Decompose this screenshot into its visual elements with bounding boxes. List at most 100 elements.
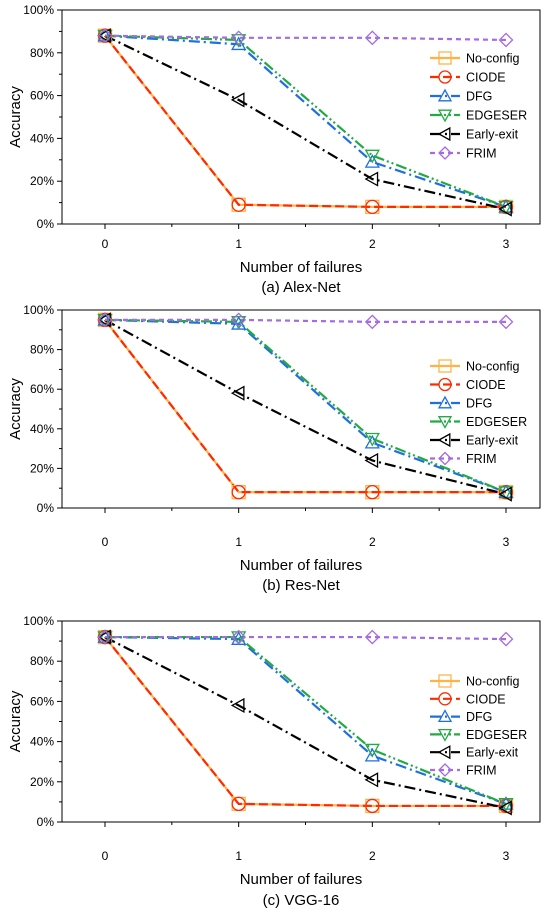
y-axis-title: Accuracy <box>7 86 24 148</box>
data-point-ciode <box>365 485 380 500</box>
y-tick-label: 100% <box>23 614 54 628</box>
series-line-frim <box>105 635 507 641</box>
data-point-frim <box>364 30 380 46</box>
data-point-frim <box>231 629 247 645</box>
x-tick-label: 3 <box>503 237 510 251</box>
y-tick-label: 80% <box>30 343 54 357</box>
y-axis-title: Accuracy <box>7 378 24 440</box>
data-point-early-exit <box>230 92 245 108</box>
legend-label: CIODE <box>466 692 506 706</box>
legend-marker <box>437 432 451 448</box>
x-tick-label: 2 <box>369 849 376 863</box>
data-point-dfg <box>364 154 380 168</box>
x-tick-label: 0 <box>102 237 109 251</box>
y-tick-label: 60% <box>30 382 54 396</box>
data-point-early-exit <box>97 312 111 328</box>
legend-marker <box>438 377 452 392</box>
legend-label: EDGESER <box>466 415 527 429</box>
legend-marker <box>438 763 452 777</box>
data-point-early-exit <box>97 629 111 645</box>
legend-marker <box>437 109 453 123</box>
x-tick-label: 0 <box>102 535 109 549</box>
data-point-early-exit <box>230 697 245 714</box>
data-point-edgeser <box>364 743 380 758</box>
series-line-ciode <box>104 34 506 208</box>
legend-label: No-config <box>466 360 520 374</box>
y-tick-label: 80% <box>30 654 54 668</box>
data-point-ciode <box>231 485 246 500</box>
data-point-edgeser <box>97 631 113 645</box>
data-point-early-exit <box>230 385 245 401</box>
series-line-dfg <box>104 318 507 494</box>
y-axis-title: Accuracy <box>7 690 24 752</box>
legend-label: EDGESER <box>466 728 527 742</box>
legend: No-config CIODE DFG EDGESER Early-exit FRIM <box>430 51 527 161</box>
legend-label: DFG <box>466 90 492 104</box>
data-point-frim <box>364 314 380 330</box>
legend: No-config CIODE DFG EDGESER Early-exit FRIM <box>430 674 527 778</box>
series-line-ciode <box>104 636 506 808</box>
legend-marker <box>437 709 453 723</box>
x-tick-label: 1 <box>235 237 242 251</box>
x-tick-label: 2 <box>369 535 376 549</box>
series-line-dfg <box>104 34 507 208</box>
x-tick-label: 3 <box>503 535 510 549</box>
legend-marker <box>438 70 452 84</box>
y-tick-label: 0% <box>37 501 55 515</box>
data-point-ciode <box>231 197 246 212</box>
series-line-edgeser <box>104 34 507 208</box>
x-tick-label: 0 <box>102 849 109 863</box>
x-tick-label: 1 <box>235 849 242 863</box>
y-tick-label: 60% <box>30 694 54 708</box>
legend-label: Early-exit <box>466 746 519 760</box>
data-point-early-exit <box>364 171 379 187</box>
legend-label: No-config <box>466 675 520 689</box>
data-point-edgeser <box>231 631 247 645</box>
series-line-frim <box>104 34 507 42</box>
legend-marker <box>437 745 451 760</box>
y-tick-label: 20% <box>30 174 54 188</box>
legend-marker <box>437 126 451 142</box>
legend-marker <box>437 728 453 742</box>
legend-label: FRIM <box>466 452 497 466</box>
x-tick-label: 2 <box>369 237 376 251</box>
legend-marker <box>438 692 452 706</box>
series-line-ciode <box>104 319 506 494</box>
y-tick-label: 40% <box>30 131 54 145</box>
data-point-ciode <box>498 798 514 814</box>
data-point-edgeser <box>498 798 514 812</box>
x-tick-label: 3 <box>503 849 510 863</box>
legend-marker <box>438 359 452 373</box>
legend-label: DFG <box>466 710 492 724</box>
y-tick-label: 0% <box>37 815 55 829</box>
data-point-frim <box>498 631 514 647</box>
chart-panel-2: 0% 20% 40% 60% 80% 100% 0 1 2 3 Number of failures… <box>7 303 541 594</box>
series-line-early-exit <box>104 636 507 810</box>
y-tick-label: 40% <box>30 422 54 436</box>
data-point-frim <box>231 30 247 46</box>
legend-label: FRIM <box>466 764 497 778</box>
panel-caption: (b) Res-Net <box>262 577 340 594</box>
data-point-early-exit <box>364 772 379 788</box>
data-point-edgeser <box>364 432 380 447</box>
x-axis-title: Number of failures <box>240 557 363 574</box>
x-axis-title: Number of failures <box>240 259 363 276</box>
panel-caption: (a) Alex-Net <box>261 279 341 296</box>
panel-caption: (c) VGG-16 <box>263 892 340 909</box>
data-point-early-exit <box>498 486 512 502</box>
legend-label: CIODE <box>466 378 506 392</box>
data-point-dfg <box>231 36 247 51</box>
data-point-early-exit <box>97 28 111 44</box>
legend-label: CIODE <box>466 71 506 85</box>
y-tick-label: 40% <box>30 735 54 749</box>
legend-marker <box>438 146 452 160</box>
x-tick-label: 1 <box>235 535 242 549</box>
legend-label: Early-exit <box>466 128 519 142</box>
chart-panel-1: 0% 20% 40% 60% 80% 100% 0 1 2 3 Number of failures… <box>7 3 541 296</box>
series-line-no-config <box>104 319 506 494</box>
data-point-frim <box>498 32 514 48</box>
series-line-edgeser <box>105 635 507 805</box>
data-point-frim <box>498 314 514 330</box>
